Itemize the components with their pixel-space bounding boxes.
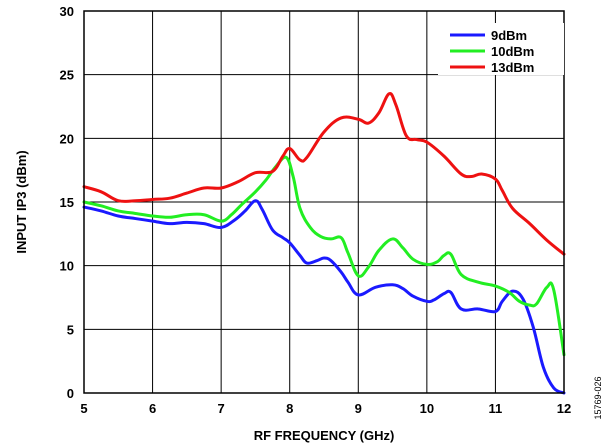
series-layer xyxy=(82,92,566,395)
x-tick-label: 12 xyxy=(557,401,571,416)
series-line-13dBm xyxy=(82,92,566,256)
legend-label-9dBm: 9dBm xyxy=(491,28,527,43)
y-tick-label: 0 xyxy=(67,386,74,401)
legend-label-13dBm: 13dBm xyxy=(491,60,534,75)
x-tick-label: 5 xyxy=(80,401,87,416)
y-tick-label: 5 xyxy=(67,322,74,337)
y-tick-label: 25 xyxy=(60,68,74,83)
plot-frame xyxy=(83,10,565,394)
series-line-10dBm xyxy=(82,155,566,357)
x-tick-label: 10 xyxy=(420,401,434,416)
x-tick-label: 7 xyxy=(218,401,225,416)
x-tick-label: 11 xyxy=(489,401,503,416)
x-tick-label: 8 xyxy=(286,401,293,416)
series-line-9dBm xyxy=(82,199,566,395)
y-axis-title: INPUT IP3 (dBm) xyxy=(14,150,29,253)
x-tick-label: 6 xyxy=(149,401,156,416)
y-tick-labels: 0 5 10 15 20 25 30 xyxy=(60,4,74,401)
x-axis-title: RF FREQUENCY (GHz) xyxy=(254,428,395,443)
y-tick-label: 20 xyxy=(60,131,74,146)
y-tick-label: 15 xyxy=(60,195,74,210)
y-tick-label: 30 xyxy=(60,4,74,19)
x-tick-labels: 5 6 7 8 9 10 11 12 xyxy=(80,401,571,416)
y-tick-label: 10 xyxy=(60,259,74,274)
figure-id: 15769-026 xyxy=(593,376,603,419)
x-tick-label: 9 xyxy=(355,401,362,416)
legend-label-10dBm: 10dBm xyxy=(491,44,534,59)
